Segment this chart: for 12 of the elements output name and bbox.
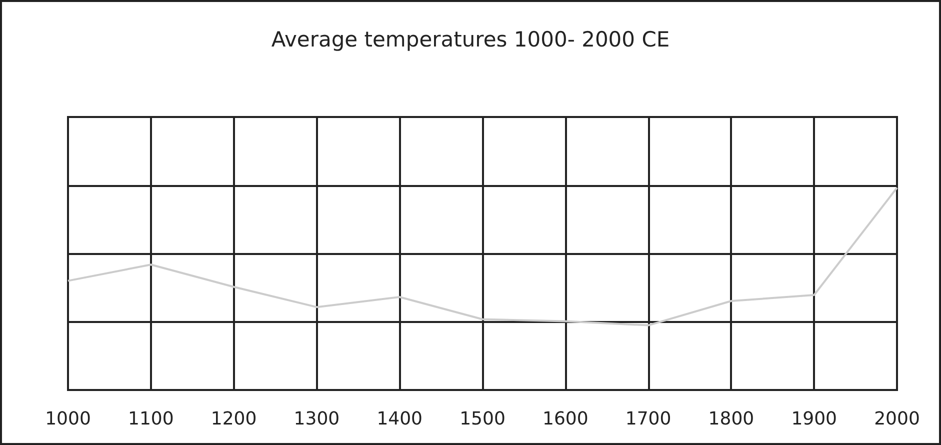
x-tick-label: 1400 (376, 408, 423, 430)
chart-title: Average temperatures 1000- 2000 CE (271, 28, 670, 52)
x-tick-label: 1100 (128, 408, 174, 430)
x-tick-label: 1900 (791, 408, 838, 430)
x-tick-label: 1000 (45, 408, 91, 430)
x-tick-label: 1600 (542, 408, 588, 430)
x-tick-label: 1500 (460, 408, 506, 430)
x-tick-label: 2000 (874, 408, 920, 430)
x-tick-label: 1700 (625, 408, 672, 430)
x-tick-label: 1300 (294, 408, 340, 430)
x-tick-label: 1200 (210, 408, 257, 430)
x-tick-label: 1800 (708, 408, 754, 430)
